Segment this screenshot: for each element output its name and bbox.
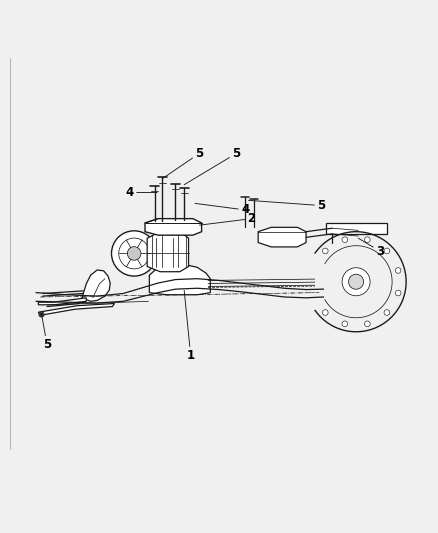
Polygon shape <box>82 270 110 301</box>
Circle shape <box>342 268 370 296</box>
Text: 2: 2 <box>199 212 256 225</box>
Text: 5: 5 <box>42 313 51 351</box>
Circle shape <box>364 321 370 327</box>
Text: 1: 1 <box>184 290 195 362</box>
Text: 3: 3 <box>358 238 384 258</box>
Circle shape <box>342 321 348 327</box>
Circle shape <box>127 247 141 260</box>
Circle shape <box>322 248 328 254</box>
Polygon shape <box>147 232 188 272</box>
Text: 5: 5 <box>162 147 204 179</box>
FancyBboxPatch shape <box>325 223 387 234</box>
Polygon shape <box>145 219 201 235</box>
Circle shape <box>384 248 390 254</box>
Circle shape <box>396 290 401 296</box>
Text: 5: 5 <box>249 199 325 212</box>
Circle shape <box>119 238 149 269</box>
Circle shape <box>322 310 328 316</box>
Text: 5: 5 <box>184 147 240 184</box>
Circle shape <box>364 237 370 243</box>
Text: 4: 4 <box>126 186 157 199</box>
Text: 4: 4 <box>195 204 249 216</box>
Circle shape <box>349 274 364 289</box>
Circle shape <box>384 310 390 316</box>
Polygon shape <box>258 228 306 247</box>
Circle shape <box>396 268 401 273</box>
Polygon shape <box>39 303 115 315</box>
Circle shape <box>342 237 348 243</box>
Polygon shape <box>39 298 86 305</box>
Circle shape <box>112 231 157 276</box>
Polygon shape <box>149 263 210 295</box>
